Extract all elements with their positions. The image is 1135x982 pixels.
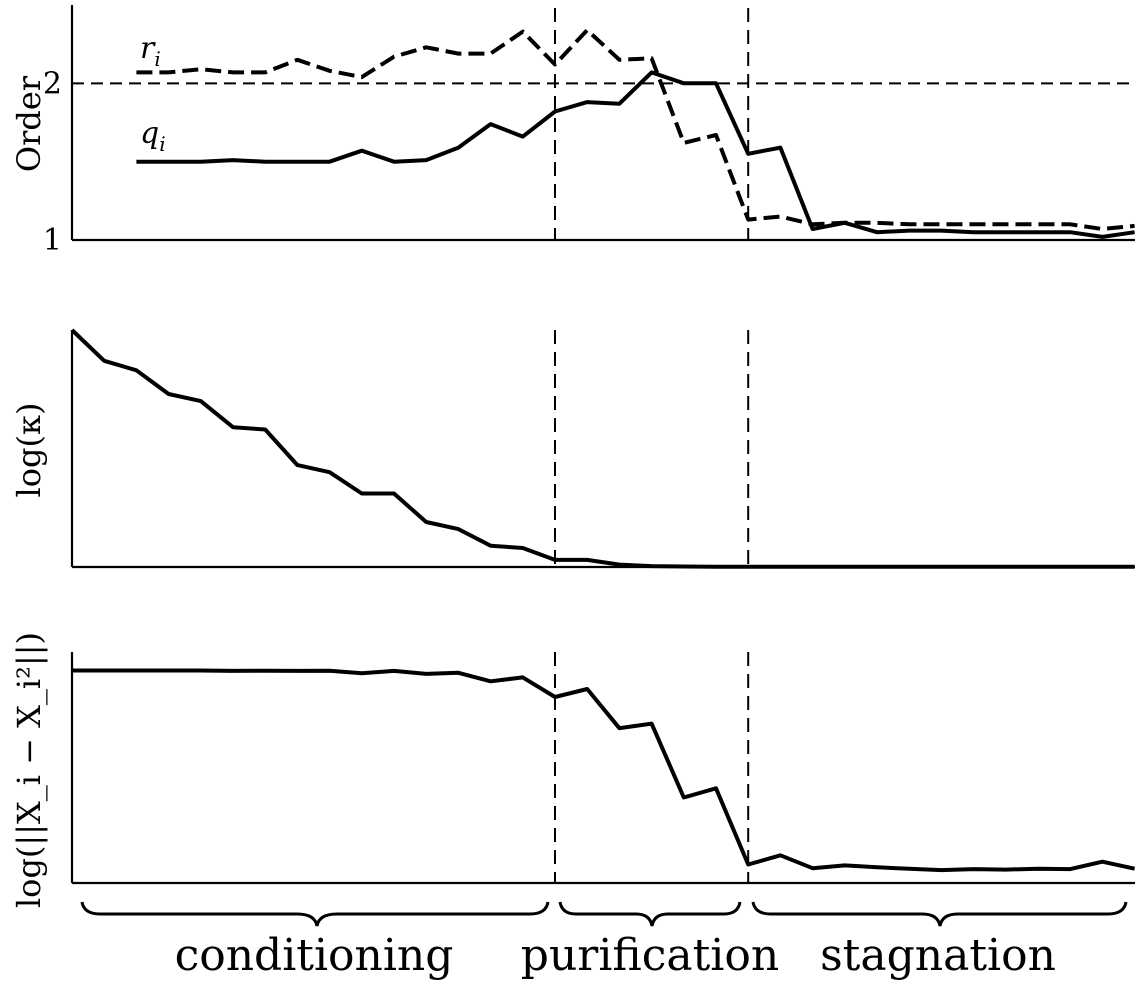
residual-y-label: log(||X_i − X_i²||)	[10, 632, 48, 908]
order-line-ri	[136, 28, 1135, 231]
order-y-ticks: 12	[43, 66, 62, 258]
residual-panel: log(||X_i − X_i²||)	[10, 632, 1135, 908]
phase-label-purification: purification	[521, 930, 779, 981]
brace-purification	[558, 901, 742, 927]
order-line-qi	[136, 70, 1135, 239]
brace-conditioning	[80, 901, 550, 927]
brace-stagnation	[751, 901, 1128, 927]
kappa-y-label: log(κ)	[10, 403, 48, 498]
order-series	[136, 28, 1135, 239]
kappa-series	[70, 328, 1135, 569]
series-label-r: ri	[140, 31, 161, 71]
order-tick-2: 2	[43, 66, 62, 101]
order-y-label: Order	[10, 75, 48, 172]
order-tick-1: 1	[43, 223, 62, 258]
phase-label-stagnation: stagnation	[820, 930, 1056, 981]
phase-dividers	[554, 8, 750, 883]
series-label-q: qi	[140, 116, 166, 156]
order-panel: 12 Order ri qi	[10, 5, 1135, 258]
residual-line-series0	[72, 668, 1135, 873]
phase-annotations: conditioning purification stagnation	[80, 901, 1128, 981]
residual-series	[72, 668, 1135, 873]
phase-label-conditioning: conditioning	[175, 930, 454, 981]
kappa-panel: log(κ)	[10, 328, 1135, 569]
kappa-line-series0	[70, 328, 1135, 569]
